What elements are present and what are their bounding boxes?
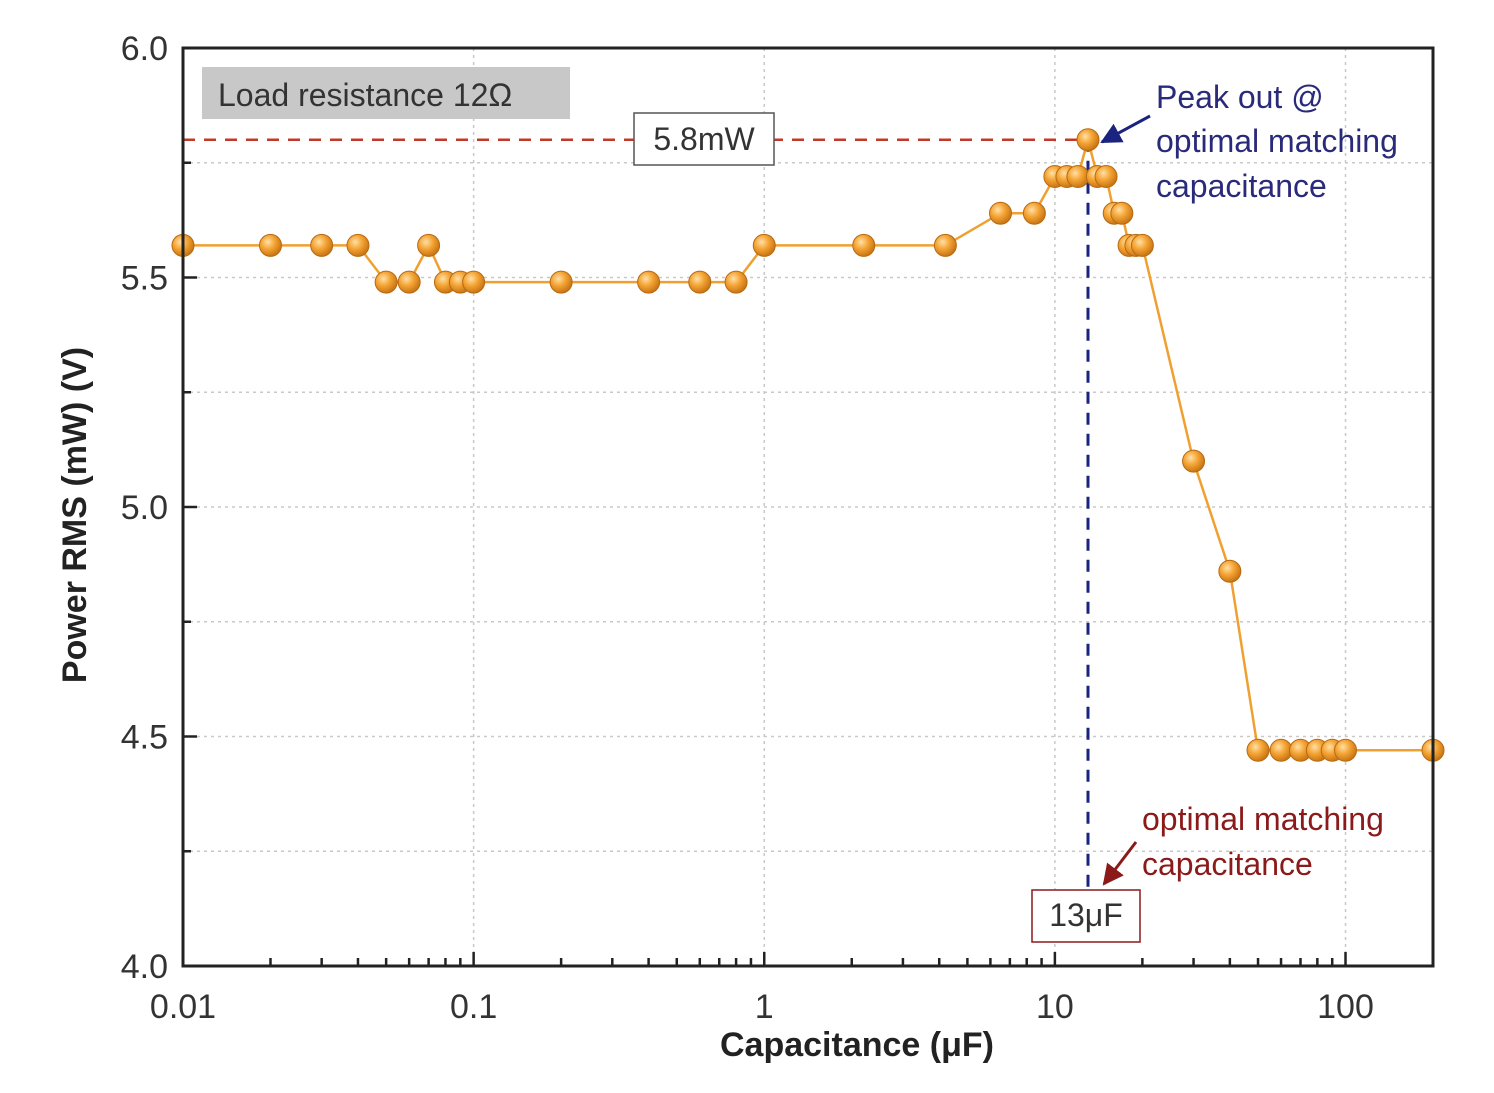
peak-value-label: 5.8mW — [653, 121, 755, 157]
optimal-note-line-2: capacitance — [1142, 846, 1313, 882]
data-point — [1022, 201, 1046, 225]
data-point — [374, 270, 398, 294]
data-point — [397, 270, 421, 294]
data-point — [688, 270, 712, 294]
data-point — [1218, 559, 1242, 583]
data-point — [1110, 201, 1134, 225]
data-point — [1182, 449, 1206, 473]
data-point — [1094, 165, 1118, 189]
load-label: Load resistance 12Ω — [218, 77, 512, 113]
x-tick-label: 1 — [755, 988, 774, 1026]
x-tick-label: 10 — [1036, 988, 1074, 1026]
load-label-box — [202, 67, 570, 119]
y-tick-label: 6.0 — [121, 30, 168, 68]
data-point — [1130, 233, 1154, 257]
y-tick-label: 5.5 — [121, 260, 168, 298]
x-axis-label: Capacitance (μF) — [720, 1026, 994, 1064]
optimal-note-line-1: optimal matching — [1142, 801, 1384, 837]
data-point — [852, 233, 876, 257]
data-point — [989, 201, 1013, 225]
data-point — [933, 233, 957, 257]
data-point — [752, 233, 776, 257]
y-tick-label: 4.5 — [121, 719, 168, 757]
data-point — [1334, 738, 1358, 762]
data-point — [462, 270, 486, 294]
data-point — [637, 270, 661, 294]
data-point — [417, 233, 441, 257]
data-points — [171, 128, 1445, 762]
data-point — [724, 270, 748, 294]
y-tick-label: 4.0 — [121, 948, 168, 986]
peak-note-arrow — [1100, 114, 1151, 144]
x-tick-labels: 0.01 0.1 1 10 100 — [150, 988, 1374, 1026]
peak-value-box — [633, 112, 775, 166]
data-point — [1269, 738, 1293, 762]
data-point — [346, 233, 370, 257]
optimal-note-arrow — [1102, 841, 1138, 886]
data-point — [1246, 738, 1270, 762]
data-point — [549, 270, 573, 294]
peak-note-line-2: optimal matching — [1156, 123, 1398, 159]
data-point — [1076, 128, 1100, 152]
data-point — [310, 233, 334, 257]
y-tick-label: 5.0 — [121, 489, 168, 527]
optimal-capacitance-box — [1031, 889, 1141, 943]
data-point — [1066, 165, 1090, 189]
x-tick-label: 0.01 — [150, 988, 216, 1026]
peak-note-line-3: capacitance — [1156, 168, 1327, 204]
y-axis-label: Power RMS (mW) (V) — [56, 347, 94, 683]
plot-frame — [181, 46, 1435, 968]
y-tick-labels: 4.0 4.5 5.0 5.5 6.0 — [121, 30, 168, 986]
optimal-capacitance-label: 13μF — [1049, 897, 1123, 933]
data-point — [258, 233, 282, 257]
peak-note-line-1: Peak out @ — [1156, 79, 1324, 115]
x-tick-label: 0.1 — [450, 988, 497, 1026]
x-tick-label: 100 — [1317, 988, 1374, 1026]
